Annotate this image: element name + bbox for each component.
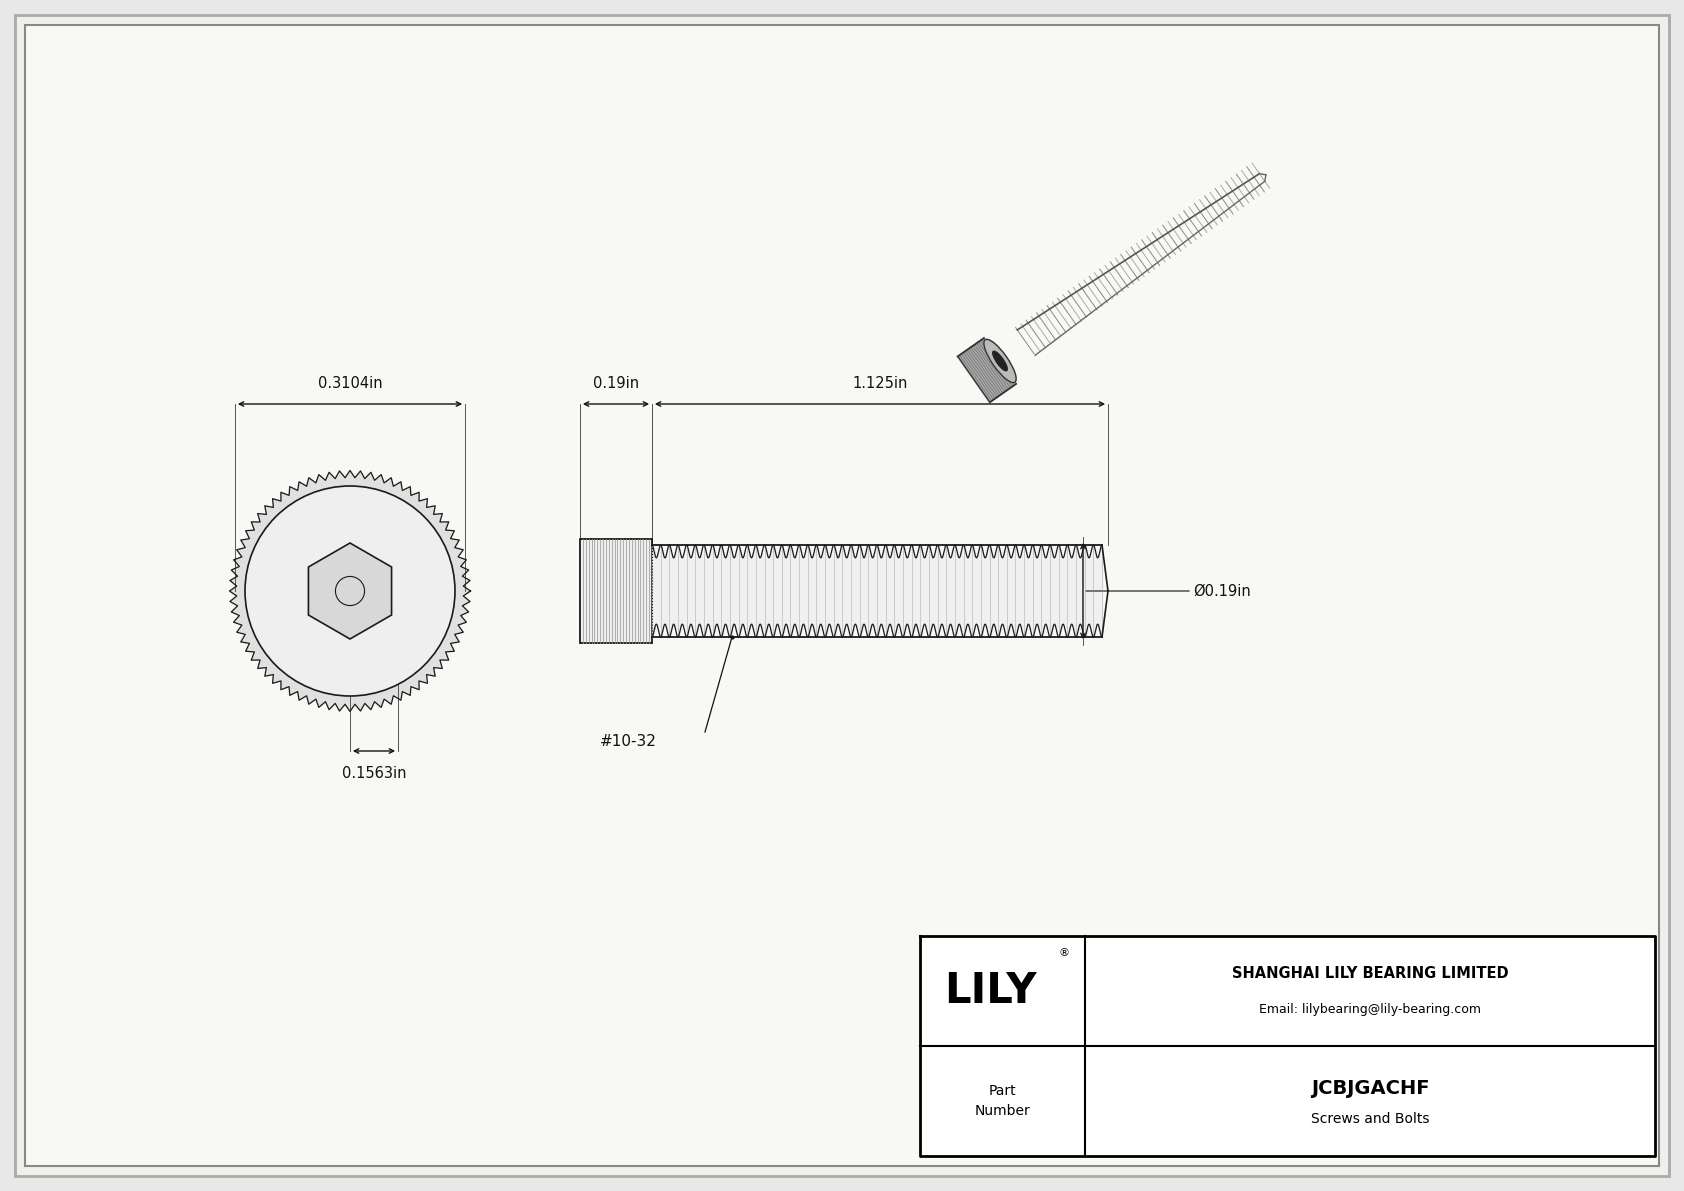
Text: Screws and Bolts: Screws and Bolts: [1310, 1112, 1430, 1125]
Text: JCBJGACHF: JCBJGACHF: [1310, 1079, 1430, 1097]
Bar: [579, 540, 652, 643]
Text: 0.3104in: 0.3104in: [318, 376, 382, 391]
Circle shape: [244, 486, 455, 696]
Text: SHANGHAI LILY BEARING LIMITED: SHANGHAI LILY BEARING LIMITED: [1231, 966, 1509, 980]
Text: 1.125in: 1.125in: [852, 376, 908, 391]
Text: LILY: LILY: [945, 969, 1037, 1012]
Text: Email: lilybearing@lily-bearing.com: Email: lilybearing@lily-bearing.com: [1260, 1003, 1480, 1016]
Text: #10-32: #10-32: [600, 735, 657, 749]
Text: ®: ®: [1059, 948, 1069, 958]
Polygon shape: [229, 470, 470, 711]
Text: Part
Number: Part Number: [975, 1084, 1031, 1117]
Polygon shape: [308, 543, 392, 640]
Text: 0.19in: 0.19in: [593, 376, 638, 391]
Text: 0.1563in: 0.1563in: [342, 766, 406, 781]
Ellipse shape: [983, 339, 1015, 382]
Text: Ø0.19in: Ø0.19in: [1192, 584, 1251, 599]
Ellipse shape: [994, 351, 1007, 370]
Polygon shape: [958, 338, 1015, 403]
Bar: [919, 936, 1655, 1156]
